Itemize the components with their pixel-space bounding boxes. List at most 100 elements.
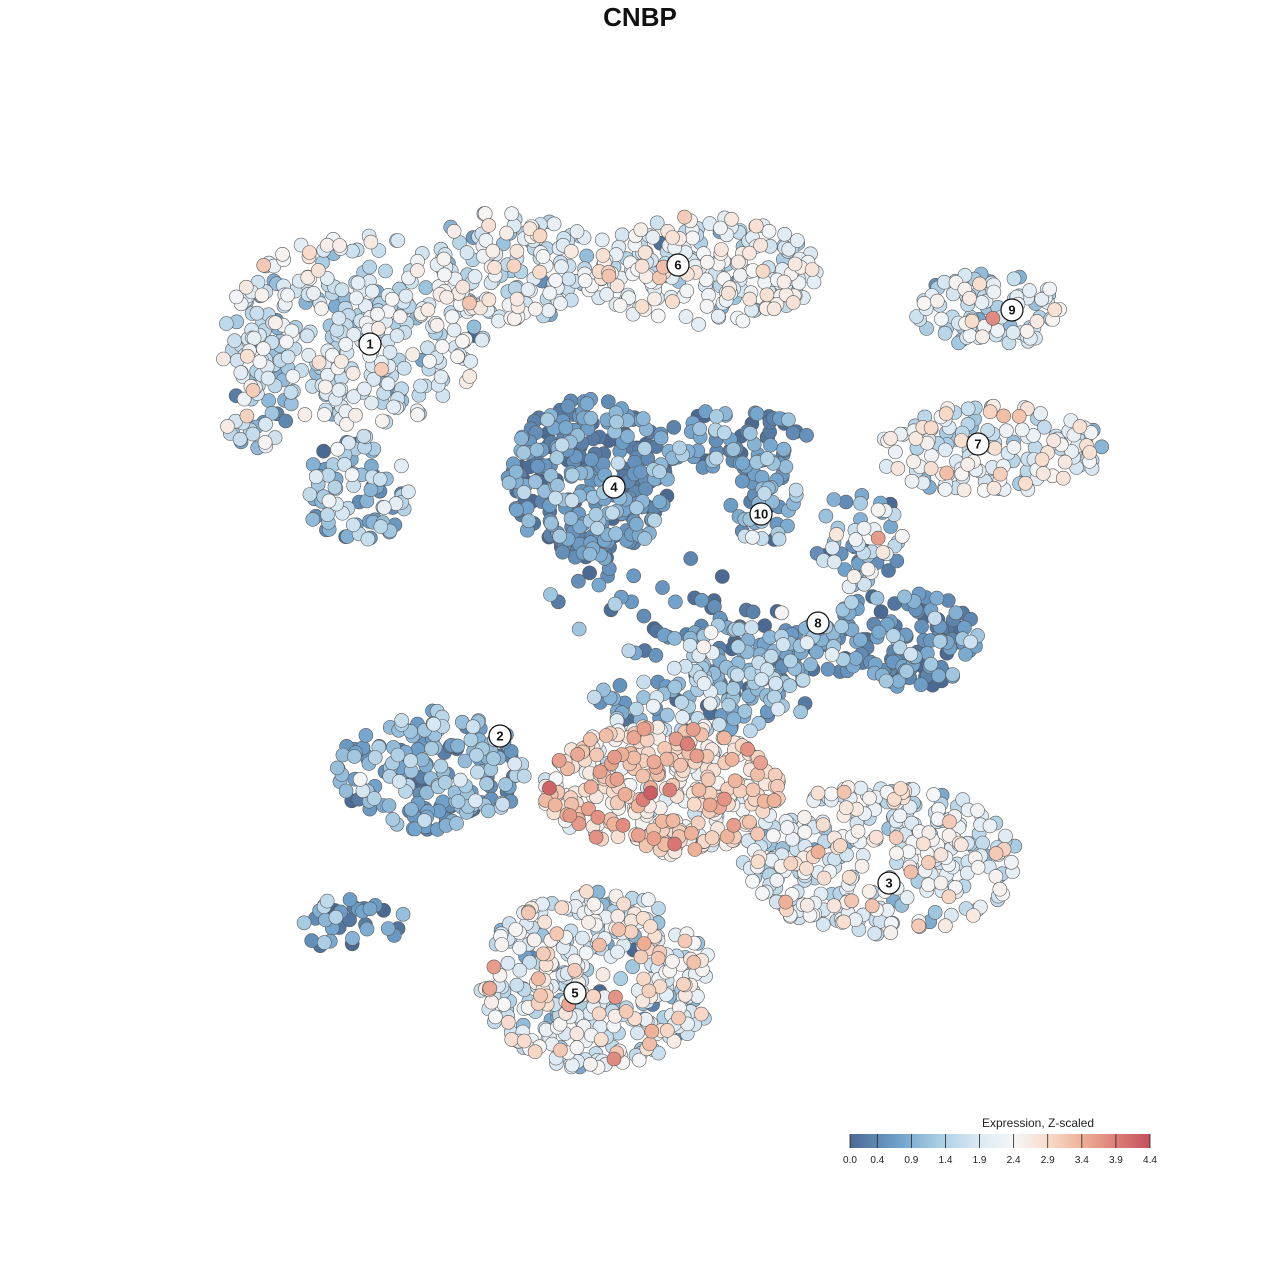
cell-point: [1094, 439, 1109, 455]
cell-point: [356, 428, 372, 444]
cell-point: [403, 753, 419, 769]
cell-point: [745, 529, 760, 545]
cell-point: [608, 526, 624, 542]
cell-point: [582, 565, 597, 581]
cell-point: [360, 531, 376, 547]
cell-point: [623, 924, 639, 940]
cell-point: [586, 989, 601, 1004]
cell-point: [391, 774, 407, 789]
cell-point: [260, 370, 276, 386]
cell-point: [964, 313, 980, 329]
cell-point: [730, 667, 745, 683]
cell-point: [216, 351, 231, 367]
cell-point: [256, 341, 271, 357]
cell-point: [723, 497, 739, 513]
cell-point: [878, 673, 894, 689]
cell-point: [424, 741, 439, 756]
cell-point: [450, 738, 466, 754]
cell-point: [516, 768, 532, 784]
cell-point: [745, 782, 761, 798]
cell-point: [636, 936, 652, 951]
cluster-label-text: 1: [366, 337, 373, 352]
cell-point: [512, 940, 527, 956]
cell-point: [410, 263, 425, 278]
cell-point: [561, 271, 577, 287]
cell-point: [838, 494, 854, 510]
cell-point: [673, 757, 688, 773]
cell-point: [227, 333, 242, 349]
cell-point: [455, 279, 471, 295]
cell-point: [1034, 291, 1049, 307]
cell-point: [1064, 444, 1079, 459]
cell-point: [390, 747, 406, 763]
cell-point: [675, 709, 690, 725]
cell-point: [939, 465, 955, 481]
cell-point: [532, 228, 548, 243]
cell-point: [948, 605, 964, 621]
cell-point: [970, 860, 986, 875]
cell-point: [330, 441, 345, 457]
cell-point: [410, 407, 425, 423]
cell-point: [1019, 323, 1035, 339]
cell-point: [437, 775, 453, 790]
cell-point: [364, 283, 380, 299]
cell-point: [1022, 283, 1037, 298]
cell-point: [311, 355, 327, 370]
cell-point: [889, 553, 905, 569]
cell-point: [319, 237, 335, 253]
cell-point: [637, 441, 653, 456]
cell-point: [446, 224, 462, 239]
cell-point: [911, 918, 927, 934]
cell-point: [521, 905, 536, 921]
cell-point: [972, 276, 987, 292]
cell-point: [418, 280, 434, 295]
cell-point: [362, 259, 377, 275]
cell-point: [345, 931, 360, 946]
cell-point: [1006, 271, 1022, 287]
cell-point: [392, 309, 408, 325]
cell-point: [571, 621, 587, 637]
colorbar-legend: Expression, Z-scaled 0.0 0.4 0.9 1.4 1.9 2.4 2…: [843, 1116, 1157, 1166]
cell-point: [750, 854, 766, 870]
cell-point: [577, 273, 593, 289]
cell-point: [945, 667, 961, 682]
cell-point: [612, 298, 628, 313]
cell-point: [610, 909, 626, 924]
cell-point: [651, 901, 666, 916]
cell-point: [691, 317, 706, 332]
cell-point: [514, 431, 529, 446]
cell-point: [339, 416, 354, 432]
cell-point: [617, 787, 633, 802]
cell-point: [775, 637, 791, 652]
cell-point: [348, 290, 364, 306]
cell-point: [646, 831, 662, 846]
cell-point: [371, 321, 386, 336]
cell-point: [694, 1006, 709, 1022]
legend-tick-label: 0.9: [904, 1155, 918, 1166]
cluster-label-badge: [358, 332, 382, 356]
cluster-label-5: 5: [563, 981, 587, 1005]
legend-tick-label: 1.4: [939, 1155, 953, 1166]
cell-point: [988, 846, 1004, 861]
cell-point: [743, 723, 758, 739]
cell-point: [886, 628, 901, 643]
cell-point: [668, 594, 683, 610]
cell-point: [960, 457, 976, 472]
cell-point: [582, 546, 598, 562]
cell-point: [319, 893, 335, 909]
cell-point: [362, 901, 378, 917]
cell-point: [856, 576, 872, 592]
cell-point: [818, 508, 834, 524]
cell-point: [890, 461, 906, 476]
cell-point: [592, 764, 608, 780]
cell-point: [732, 267, 748, 283]
cell-point: [629, 701, 644, 717]
cell-point: [677, 209, 692, 225]
cell-point: [975, 329, 990, 345]
cell-point: [554, 259, 569, 275]
cell-point: [671, 1010, 686, 1026]
cell-point: [494, 937, 510, 952]
cell-point: [665, 954, 680, 969]
cell-point: [1042, 281, 1057, 297]
cell-point: [332, 238, 347, 253]
